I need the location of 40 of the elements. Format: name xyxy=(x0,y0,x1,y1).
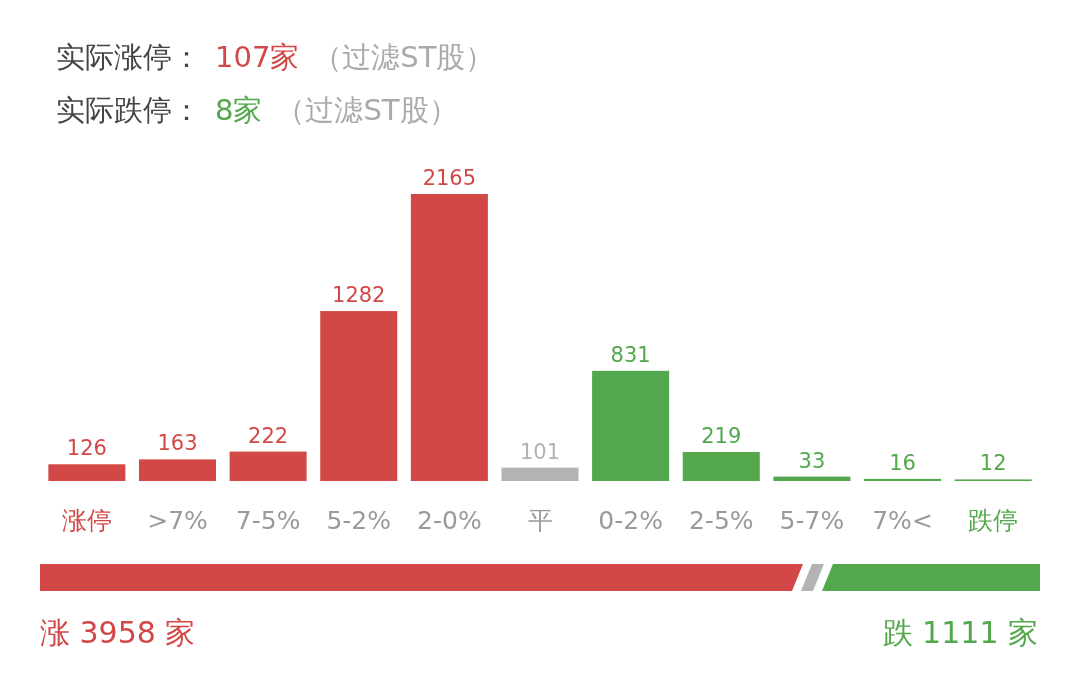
data-label: 2165 xyxy=(422,166,477,190)
bar xyxy=(229,451,307,481)
bar xyxy=(48,464,126,481)
x-tick-label: 平 xyxy=(527,505,553,535)
text: 涨 3958 家 xyxy=(40,615,196,650)
bar xyxy=(138,459,217,481)
text: 8家 xyxy=(215,93,263,127)
x-tick-label: 2-5% xyxy=(688,505,754,535)
bar xyxy=(773,476,851,481)
data-label: 1282 xyxy=(332,283,386,308)
data-label: 101 xyxy=(519,439,561,464)
data-label: 163 xyxy=(157,431,198,456)
data-label: 219 xyxy=(701,423,742,448)
x-tick-label: 5-2% xyxy=(326,505,392,535)
bar xyxy=(410,194,488,481)
data-label: 12 xyxy=(979,451,1007,476)
data-label: 33 xyxy=(798,448,826,473)
text: （过滤ST股） xyxy=(313,40,495,74)
data-label: 831 xyxy=(610,342,651,367)
data-label: 126 xyxy=(66,436,107,461)
bar xyxy=(501,467,579,481)
x-tick-label: 0-2% xyxy=(598,505,663,535)
text: 实际跌停： xyxy=(56,93,201,127)
bar xyxy=(682,451,760,481)
x-tick-label: 7-5% xyxy=(235,505,301,535)
data-label: 16 xyxy=(889,450,916,475)
bar xyxy=(864,478,942,481)
x-tick-label: >7% xyxy=(147,505,208,535)
x-tick-label: 2-0% xyxy=(417,505,482,535)
text: （过滤ST股） xyxy=(276,93,458,127)
bar xyxy=(320,311,398,481)
x-tick-label: 7%< xyxy=(872,505,933,535)
bar xyxy=(592,370,670,481)
text: 实际涨停： xyxy=(56,40,201,74)
text: 107家 xyxy=(215,40,300,74)
text: 跌 1111 家 xyxy=(882,615,1038,650)
x-tick-label: 跌停 xyxy=(968,505,1019,535)
x-tick-label: 涨停 xyxy=(61,505,112,535)
data-label: 222 xyxy=(248,423,289,448)
x-tick-label: 5-7% xyxy=(779,505,845,535)
